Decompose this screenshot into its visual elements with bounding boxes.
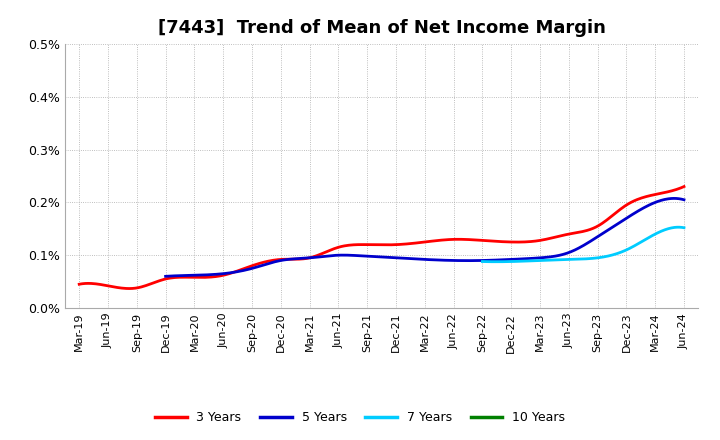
- Line: 5 Years: 5 Years: [166, 198, 684, 276]
- 5 Years: [366, 254, 375, 259]
- 7 Years: [624, 246, 633, 252]
- 5 Years: [538, 255, 546, 260]
- Line: 7 Years: 7 Years: [482, 227, 684, 262]
- 5 Years: [536, 255, 544, 260]
- 3 Years: [516, 239, 525, 245]
- 5 Years: [161, 274, 170, 279]
- 3 Years: [316, 252, 325, 257]
- 3 Years: [75, 282, 84, 287]
- 7 Years: [625, 246, 634, 251]
- 3 Years: [274, 257, 282, 262]
- 7 Years: [680, 225, 688, 231]
- 3 Years: [680, 184, 688, 189]
- 7 Years: [674, 224, 683, 230]
- Title: [7443]  Trend of Mean of Net Income Margin: [7443] Trend of Mean of Net Income Margi…: [158, 19, 606, 37]
- 7 Years: [544, 257, 553, 263]
- 3 Years: [125, 286, 133, 291]
- 5 Years: [487, 257, 496, 263]
- Legend: 3 Years, 5 Years, 7 Years, 10 Years: 3 Years, 5 Years, 7 Years, 10 Years: [150, 407, 570, 429]
- 5 Years: [670, 196, 678, 201]
- 5 Years: [330, 253, 339, 258]
- 5 Years: [680, 197, 688, 202]
- 5 Years: [224, 271, 233, 276]
- 3 Years: [513, 239, 521, 245]
- Line: 3 Years: 3 Years: [79, 187, 684, 289]
- 7 Years: [478, 259, 487, 264]
- 7 Years: [606, 253, 614, 258]
- 3 Years: [457, 237, 466, 242]
- 7 Years: [492, 259, 500, 264]
- 3 Years: [149, 280, 158, 286]
- 7 Years: [503, 259, 511, 264]
- 7 Years: [559, 257, 567, 262]
